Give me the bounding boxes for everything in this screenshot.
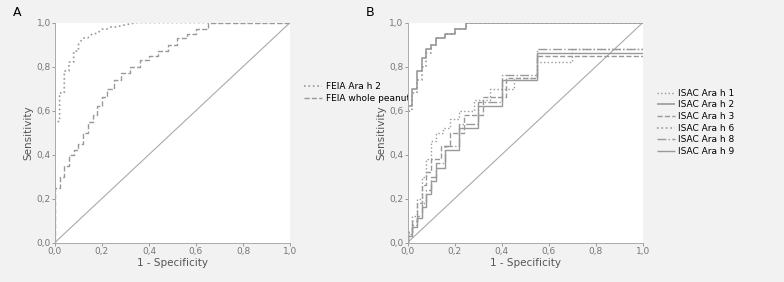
Legend: FEIA Ara h 2, FEIA whole peanut extract: FEIA Ara h 2, FEIA whole peanut extract	[304, 82, 445, 103]
Text: A: A	[13, 6, 21, 19]
X-axis label: 1 - Specificity: 1 - Specificity	[490, 259, 561, 268]
Text: B: B	[365, 6, 374, 19]
Y-axis label: Sensitivity: Sensitivity	[376, 105, 387, 160]
X-axis label: 1 - Specificity: 1 - Specificity	[137, 259, 208, 268]
Y-axis label: Sensitivity: Sensitivity	[24, 105, 34, 160]
Legend: ISAC Ara h 1, ISAC Ara h 2, ISAC Ara h 3, ISAC Ara h 6, ISAC Ara h 8, ISAC Ara h: ISAC Ara h 1, ISAC Ara h 2, ISAC Ara h 3…	[657, 89, 735, 156]
